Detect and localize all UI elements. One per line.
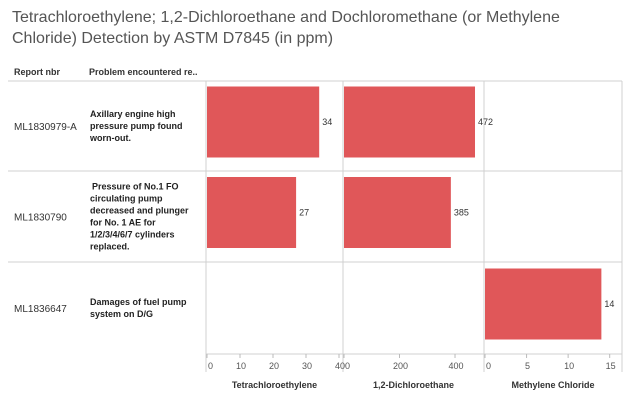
problem-label-line: pressure pump found bbox=[90, 121, 183, 131]
data-label: 472 bbox=[478, 117, 493, 127]
x-tick-label: 20 bbox=[269, 361, 279, 371]
data-label: 385 bbox=[454, 208, 469, 218]
bar bbox=[207, 86, 320, 158]
x-tick-label: 0 bbox=[486, 361, 491, 371]
report-number-label: ML1830790 bbox=[14, 213, 67, 224]
problem-label-line: Pressure of No.1 FO bbox=[92, 182, 179, 192]
x-tick-label: 400 bbox=[449, 361, 464, 371]
problem-label-line: 1/2/3/4/6/7 cylinders bbox=[90, 230, 175, 240]
x-tick-label: 10 bbox=[236, 361, 246, 371]
problem-header: Problem encountered re.. bbox=[89, 67, 198, 77]
x-tick-label: 40 bbox=[335, 361, 345, 371]
chart-title: Tetrachloroethylene; 1,2-Dichloroethane … bbox=[12, 9, 560, 47]
problem-label-line: worn-out. bbox=[89, 133, 131, 143]
problem-label-line: replaced. bbox=[90, 242, 130, 252]
problem-label-line: circulating pump bbox=[90, 194, 163, 204]
x-axis-label: Tetrachloroethylene bbox=[232, 380, 317, 390]
bar bbox=[207, 177, 297, 248]
x-tick-label: 30 bbox=[302, 361, 312, 371]
report-number-label: ML1830979-A bbox=[14, 122, 77, 133]
report-nbr-header: Report nbr bbox=[14, 67, 60, 77]
problem-label: Axillary engine high pressure pump found w… bbox=[89, 109, 183, 143]
x-axis-label: 1,2-Dichloroethane bbox=[373, 380, 454, 390]
problem-label-line: for No. 1 AE for bbox=[90, 218, 156, 228]
x-tick-label: 5 bbox=[525, 361, 530, 371]
x-tick-label: 10 bbox=[564, 361, 574, 371]
x-axis-label: Methylene Chloride bbox=[511, 380, 594, 390]
data-label: 14 bbox=[604, 299, 614, 309]
data-label: 27 bbox=[299, 208, 309, 218]
bar bbox=[344, 177, 451, 248]
bar bbox=[344, 86, 476, 158]
problem-label-line: system on D/G bbox=[90, 309, 153, 319]
x-tick-label: 0 bbox=[208, 361, 213, 371]
data-label: 34 bbox=[322, 117, 332, 127]
problem-label: Pressure of No.1 FO circulating pump decre… bbox=[90, 182, 189, 252]
bar bbox=[485, 268, 602, 340]
problem-label-line: decreased and plunger bbox=[90, 206, 189, 216]
x-tick-label: 15 bbox=[606, 361, 616, 371]
problem-label: Damages of fuel pump system on D/G bbox=[90, 297, 187, 319]
x-tick-label: 200 bbox=[393, 361, 408, 371]
report-number-label: ML1836647 bbox=[14, 304, 67, 315]
x-tick-label: 0 bbox=[345, 361, 350, 371]
problem-label-line: Axillary engine high bbox=[90, 109, 176, 119]
problem-label-line: Damages of fuel pump bbox=[90, 297, 187, 307]
